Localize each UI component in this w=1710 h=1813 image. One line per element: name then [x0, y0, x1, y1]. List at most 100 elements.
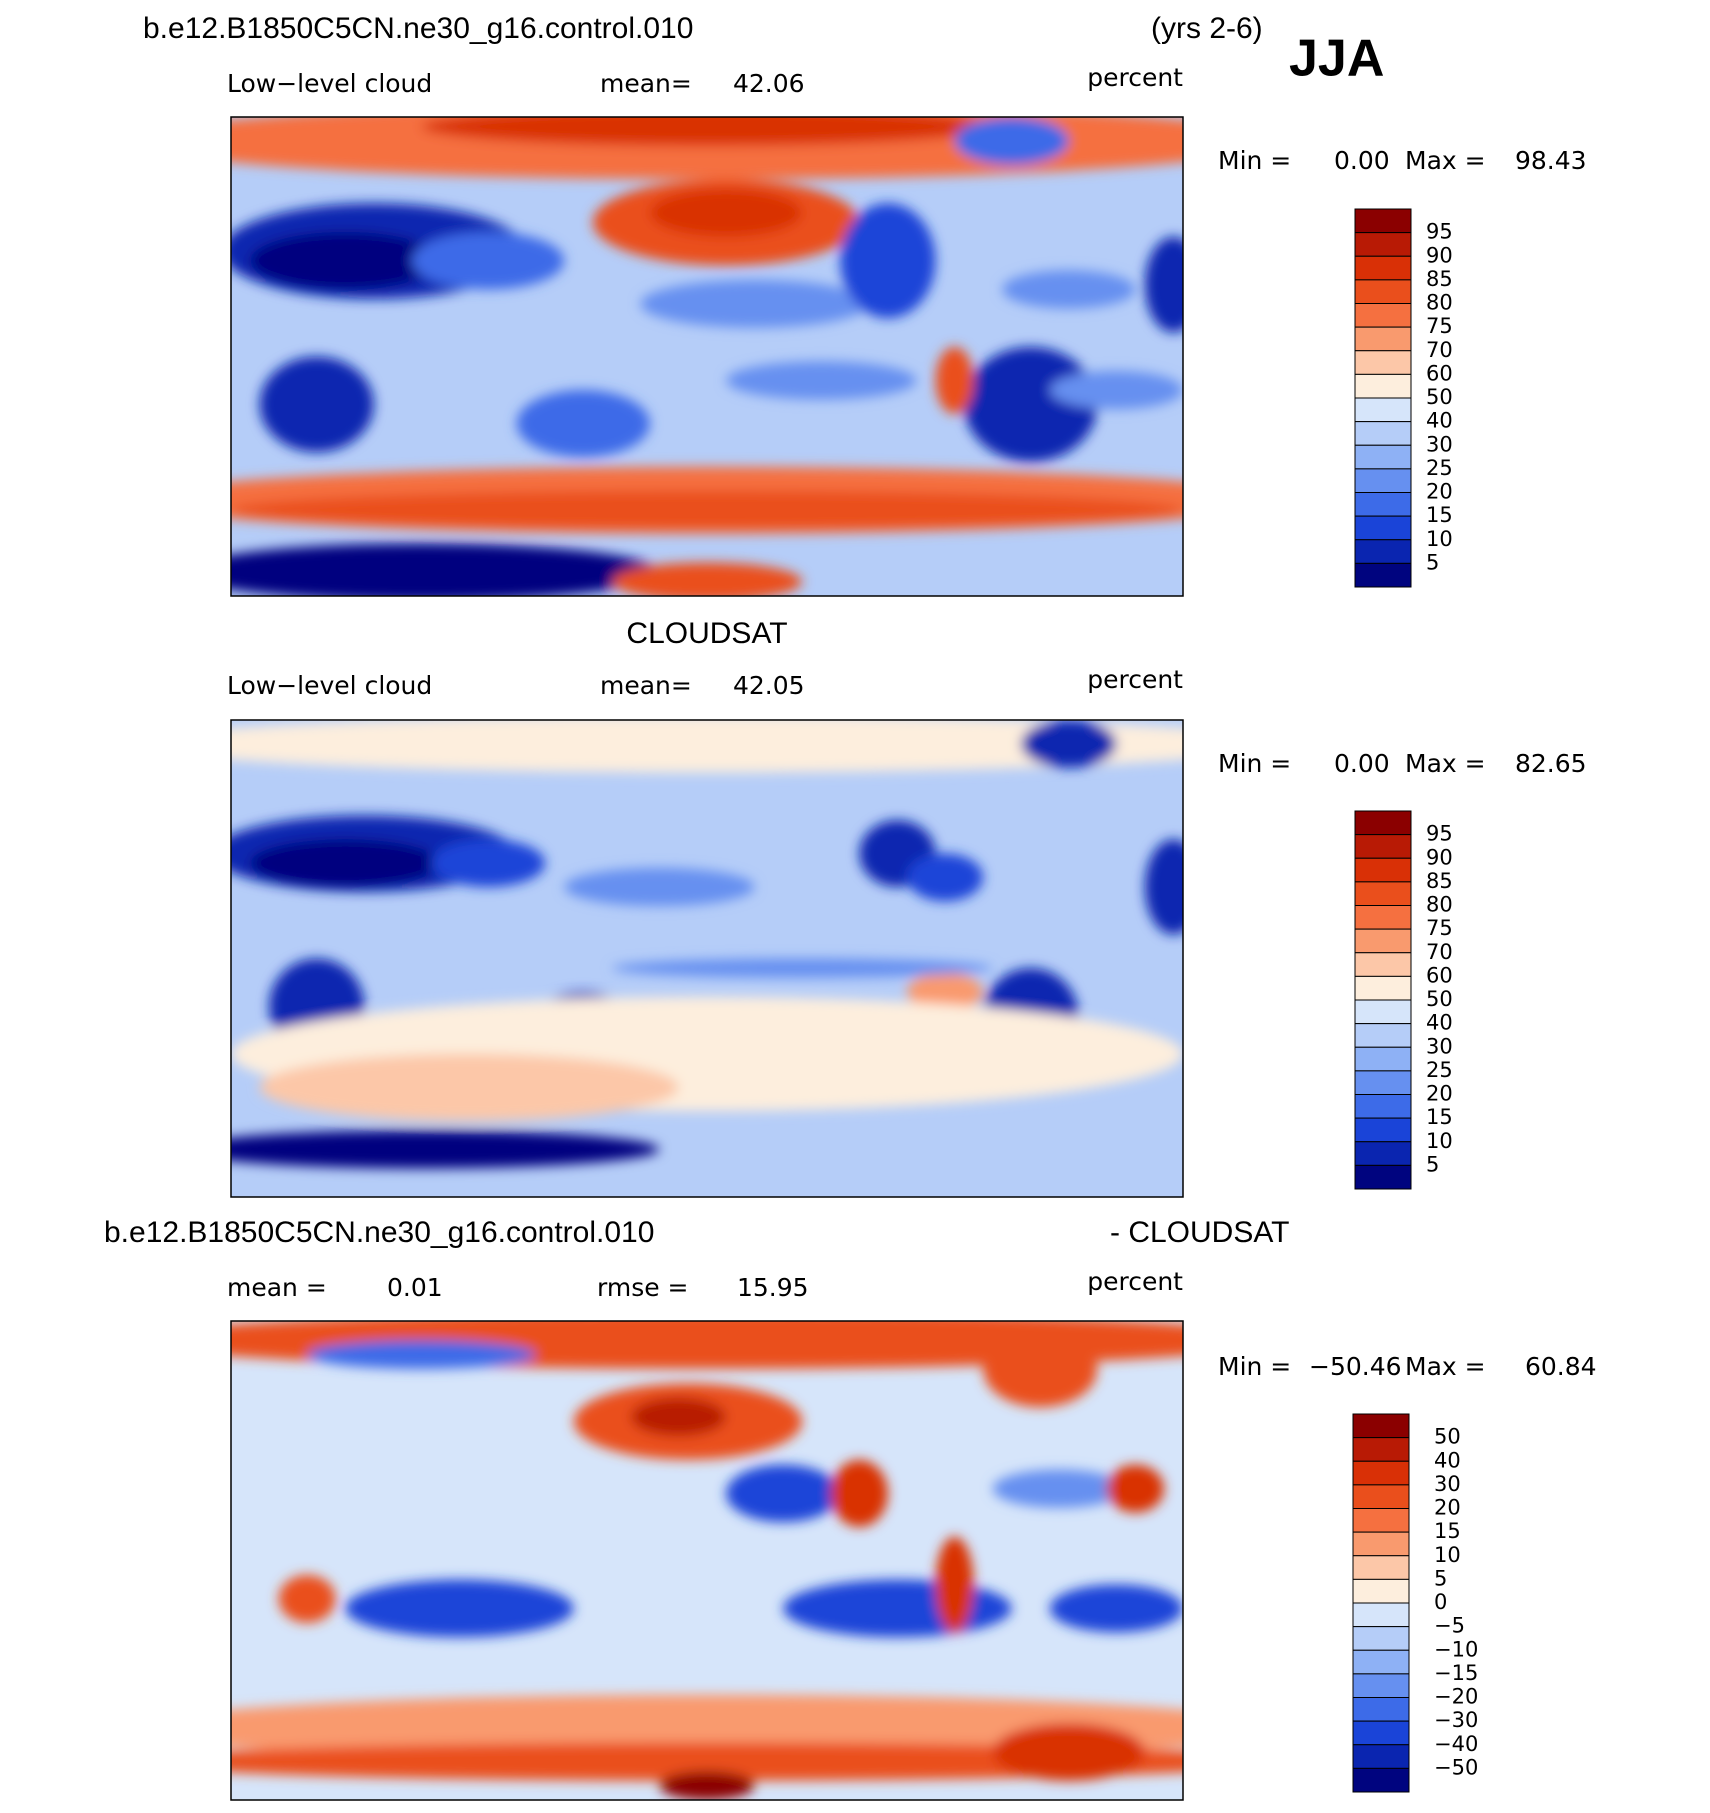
- colorbar-label: 50: [1434, 1425, 1461, 1449]
- variable: Low−level cloud: [227, 69, 432, 98]
- colorbar-box: [1354, 1117, 1412, 1143]
- field-region: [640, 279, 869, 328]
- max: 98.43: [1515, 146, 1587, 175]
- field-region: [278, 1574, 336, 1623]
- field-region: [840, 203, 936, 319]
- field-region: [954, 117, 1069, 165]
- colorbar-box: [1354, 999, 1412, 1025]
- colorbar-label: 10: [1434, 1543, 1461, 1567]
- colorbar-box: [1354, 444, 1412, 470]
- colorbar-label: 60: [1426, 361, 1453, 385]
- colorbar-label: 10: [1426, 527, 1453, 551]
- colorbar-label: 10: [1426, 1129, 1453, 1153]
- colorbar-box: [1352, 1413, 1410, 1439]
- max-label: Max =: [1405, 1352, 1486, 1381]
- colorbar-box: [1352, 1767, 1410, 1793]
- units: percent: [1087, 665, 1183, 694]
- colorbar-label: 60: [1426, 963, 1453, 987]
- field-region: [1144, 236, 1183, 333]
- colorbar-box: [1354, 539, 1412, 564]
- colorbar-box: [1354, 232, 1412, 257]
- colorbar-label: 50: [1426, 385, 1453, 409]
- max-label: Max =: [1405, 146, 1486, 175]
- field-region: [649, 188, 803, 237]
- mean: 42.05: [733, 671, 805, 700]
- colorbar-label: 5: [1434, 1566, 1447, 1590]
- colorbar-box: [1354, 975, 1412, 1001]
- min: −50.46: [1309, 1352, 1402, 1381]
- min: 0.00: [1334, 749, 1390, 778]
- field-region: [1002, 270, 1136, 309]
- colorbar-box: [1354, 373, 1412, 399]
- colorbar-label: 75: [1426, 916, 1453, 940]
- colorbar-box: [1352, 1555, 1410, 1580]
- field-region: [630, 1397, 727, 1436]
- field-region: [259, 1053, 679, 1121]
- map-frame: [230, 116, 1184, 597]
- colorbar-label: 25: [1426, 1058, 1453, 1082]
- colorbar-box: [1352, 1508, 1410, 1533]
- colorbar-label: −40: [1434, 1732, 1478, 1756]
- mean-label: mean=: [600, 671, 692, 700]
- field-region: [983, 1330, 1098, 1408]
- min: 0.00: [1334, 146, 1390, 175]
- colorbar-box: [1354, 952, 1412, 977]
- colorbar-box: [1354, 1141, 1412, 1166]
- colorbar-box: [1354, 397, 1412, 423]
- field-region: [1021, 720, 1117, 768]
- colorbar-label: 40: [1426, 1011, 1453, 1035]
- colorbar-label: 85: [1426, 267, 1453, 291]
- colorbar-box: [1352, 1744, 1410, 1769]
- colorbar-label: 25: [1426, 456, 1453, 480]
- field-region: [231, 720, 1183, 773]
- map-field: [231, 117, 1183, 596]
- field-region: [1049, 370, 1183, 410]
- colorbar-box: [1354, 1046, 1412, 1072]
- colorbar-label: 20: [1426, 480, 1453, 504]
- panel-title-suffix: - CLOUDSAT: [1110, 1216, 1289, 1249]
- colorbar-box: [1354, 326, 1412, 352]
- min-label: Min =: [1218, 749, 1291, 778]
- panel-title: b.e12.B1850C5CN.ne30_g16.control.010: [104, 1216, 654, 1249]
- field-region: [964, 346, 1098, 462]
- field-region: [1144, 839, 1183, 935]
- field-region: [231, 1130, 660, 1169]
- colorbar-label: 70: [1426, 338, 1453, 362]
- colorbar-label: 30: [1426, 432, 1453, 456]
- colorbar-box: [1354, 303, 1412, 328]
- colorbar-box: [1352, 1649, 1410, 1675]
- colorbar-label: 85: [1426, 869, 1453, 893]
- field-region: [935, 346, 974, 414]
- min-label: Min =: [1218, 1352, 1291, 1381]
- colorbar-box: [1354, 515, 1412, 541]
- field-region: [345, 1579, 574, 1638]
- colorbar-box: [1352, 1531, 1410, 1557]
- colorbar-box: [1354, 421, 1412, 446]
- colorbar-box: [1354, 1094, 1412, 1119]
- colorbar-box: [1354, 492, 1412, 517]
- colorbar-label: 20: [1426, 1082, 1453, 1106]
- colorbar-box: [1352, 1460, 1410, 1486]
- map-field: [231, 720, 1183, 1169]
- variable: Low−level cloud: [227, 671, 432, 700]
- panel-title: CLOUDSAT: [626, 617, 787, 650]
- colorbar-label: 95: [1426, 220, 1453, 244]
- colorbar-label: 75: [1426, 314, 1453, 338]
- field-region: [411, 231, 565, 290]
- field-region: [1049, 1584, 1183, 1633]
- colorbar-box: [1354, 208, 1412, 234]
- season: JJA: [1289, 30, 1384, 88]
- colorbar-box: [1354, 881, 1412, 906]
- colorbar-box: [1354, 834, 1412, 859]
- colorbar-box: [1354, 1164, 1412, 1190]
- field-region: [992, 1723, 1145, 1781]
- colorbar-label: 70: [1426, 940, 1453, 964]
- colorbar-box: [1354, 810, 1412, 836]
- field-region: [783, 1579, 1012, 1638]
- colorbar-label: −30: [1434, 1708, 1478, 1732]
- colorbar-box: [1354, 255, 1412, 281]
- colorbar-box: [1354, 905, 1412, 930]
- max: 60.84: [1525, 1352, 1597, 1381]
- colorbar-label: 15: [1426, 503, 1453, 527]
